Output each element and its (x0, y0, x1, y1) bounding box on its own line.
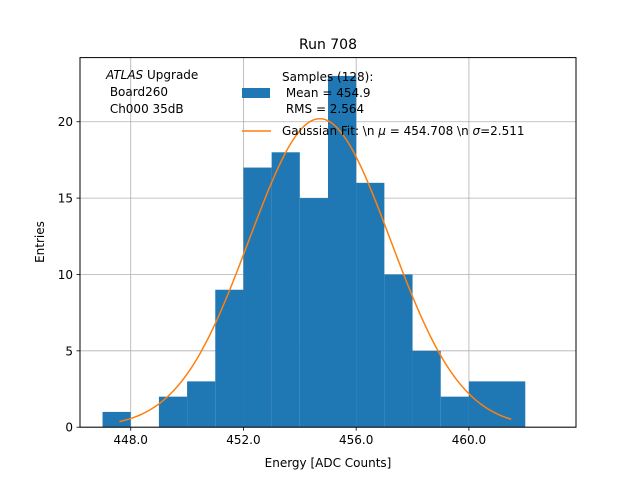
annotation-line-1: ATLAS Upgrade (105, 68, 198, 82)
histogram-bar (468, 381, 526, 428)
histogram-bar (271, 152, 300, 428)
legend-histogram-label-line-3: RMS = 2.564 (282, 102, 364, 116)
legend: Samples (128): Mean = 454.9 RMS = 2.564 … (242, 70, 525, 138)
x-axis-label: Energy [ADC Counts] (265, 456, 392, 470)
histogram-bar (158, 396, 188, 428)
histogram-bar (215, 289, 244, 428)
x-tick-label: 456.0 (339, 433, 373, 447)
y-tick-label: 5 (65, 344, 73, 358)
histogram-bar (356, 182, 385, 428)
y-tick-label: 15 (58, 192, 73, 206)
y-axis-ticks: 0 5 10 15 20 (58, 115, 80, 435)
y-tick-label: 20 (58, 115, 73, 129)
x-tick-label: 460.0 (452, 433, 486, 447)
plot-frame (79, 57, 577, 428)
legend-fit-label: Gaussian Fit: \n μ = 454.708 \n σ=2.511 (282, 124, 525, 138)
y-tick-label: 0 (65, 421, 73, 435)
chart-title: Run 708 (299, 37, 357, 53)
histogram-bar (299, 198, 328, 428)
annotation-line-2: Board260 (106, 85, 168, 99)
annotation-line-3: Ch000 35dB (106, 102, 184, 116)
histogram-bar (102, 411, 131, 428)
gaussian-fit-curve (119, 117, 512, 423)
histogram-bar (187, 381, 216, 428)
x-tick-label: 452.0 (226, 433, 260, 447)
y-tick-label: 10 (58, 268, 73, 282)
x-axis-ticks: 448.0 452.0 456.0 460.0 (114, 427, 486, 447)
legend-histogram-label-line-1: Samples (128): (282, 70, 373, 84)
histogram-bar (384, 274, 413, 428)
histogram-bar (243, 167, 272, 428)
atlas-annotation: ATLAS Upgrade Board260 Ch000 35dB (105, 68, 198, 116)
legend-histogram-label-line-2: Mean = 454.9 (282, 86, 371, 100)
histogram-bar (440, 396, 469, 428)
y-axis-label: Entries (33, 221, 47, 263)
x-tick-label: 448.0 (114, 433, 148, 447)
histogram-bars (102, 75, 526, 428)
legend-histogram-swatch (242, 88, 270, 98)
histogram-bar (412, 350, 441, 428)
